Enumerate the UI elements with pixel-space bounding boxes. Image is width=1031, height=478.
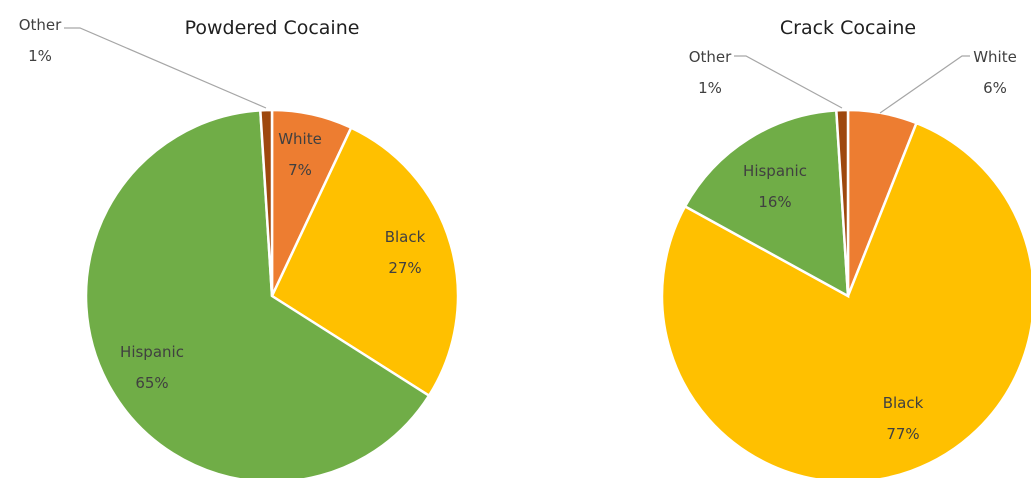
data-label-black-value: 27% <box>388 259 421 277</box>
data-label-hispanic-value: 65% <box>135 374 168 392</box>
pie-chart-powdered-cocaine: White 7% Black 27% Hispanic 65% Other 1% Powdere… <box>19 16 460 478</box>
chart-title: Powdered Cocaine <box>185 17 360 39</box>
data-label-hispanic-category: Hispanic <box>743 162 807 180</box>
data-label-white-value: 6% <box>983 79 1007 97</box>
data-label-other-category: Other <box>689 48 732 66</box>
pie-slice-black <box>270 126 460 398</box>
pie-slice-black <box>660 121 1031 478</box>
pie-slice-hispanic <box>683 109 850 299</box>
leader-line-other <box>64 27 267 109</box>
data-label-white-value: 7% <box>288 161 312 179</box>
chart-title: Crack Cocaine <box>780 17 916 39</box>
data-label-white-category: White <box>973 48 1017 66</box>
data-label-other-value: 1% <box>28 47 52 65</box>
data-label-hispanic-category: Hispanic <box>120 343 184 361</box>
pie-chart-crack-cocaine: White 6% Black 77% Hispanic 16% Other 1% Crack C… <box>660 17 1031 478</box>
pie-slice-other <box>834 108 850 297</box>
data-label-white-category: White <box>278 130 322 148</box>
data-label-other-category: Other <box>19 16 62 34</box>
pie-slice-other <box>258 108 274 297</box>
data-label-black-category: Black <box>883 394 924 412</box>
pie-slice-hispanic <box>84 109 431 478</box>
leader-line-other <box>734 55 843 109</box>
data-label-black-value: 77% <box>886 425 919 443</box>
data-label-other-value: 1% <box>698 79 722 97</box>
data-label-black-category: Black <box>385 228 426 246</box>
leader-line-white <box>879 55 970 114</box>
data-label-hispanic-value: 16% <box>758 193 791 211</box>
